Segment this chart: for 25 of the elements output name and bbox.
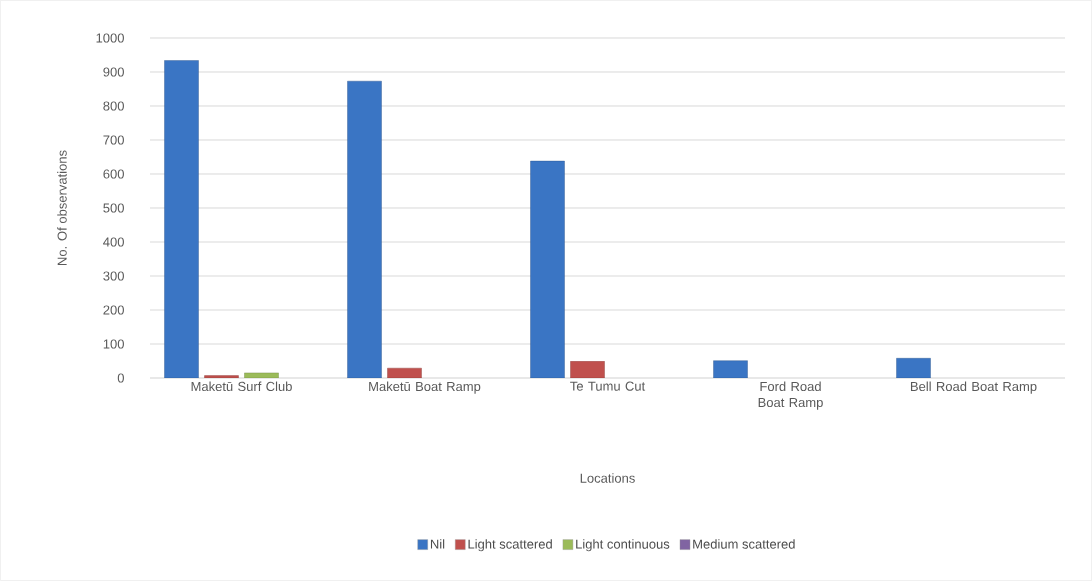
y-tick-label: 300 — [103, 271, 124, 281]
x-tick-label: Maketū Boat Ramp — [369, 381, 481, 394]
y-tick-label: 700 — [103, 135, 124, 145]
y-tick-label: 800 — [103, 101, 124, 111]
x-tick-label: Bell Road Boat Ramp — [910, 381, 1037, 394]
bar — [530, 160, 565, 378]
y-tick-label: 200 — [103, 305, 124, 315]
x-tick-label: Maketū Surf Club — [191, 381, 292, 392]
legend-label: Light scattered — [468, 539, 552, 552]
bar — [164, 60, 199, 378]
legend-label: Light continuous — [576, 539, 670, 552]
legend-label: Nil — [430, 539, 445, 549]
x-axis-title: Locations — [580, 473, 635, 483]
legend-label: Medium scattered — [693, 539, 795, 549]
y-tick-label: 0 — [117, 373, 124, 383]
y-axis-title: No. Of observations — [57, 150, 67, 265]
y-tick-label: 500 — [103, 203, 124, 213]
y-tick-label: 1000 — [96, 33, 124, 43]
x-tick-label: Te Tumu Cut — [570, 381, 646, 391]
y-tick-label: 600 — [103, 169, 124, 179]
y-tick-label: 400 — [103, 237, 124, 247]
bar — [347, 80, 382, 378]
y-tick-label: 900 — [103, 67, 124, 77]
x-tick-label: Ford Road Boat Ramp — [758, 381, 823, 410]
y-tick-label: 100 — [103, 339, 124, 349]
